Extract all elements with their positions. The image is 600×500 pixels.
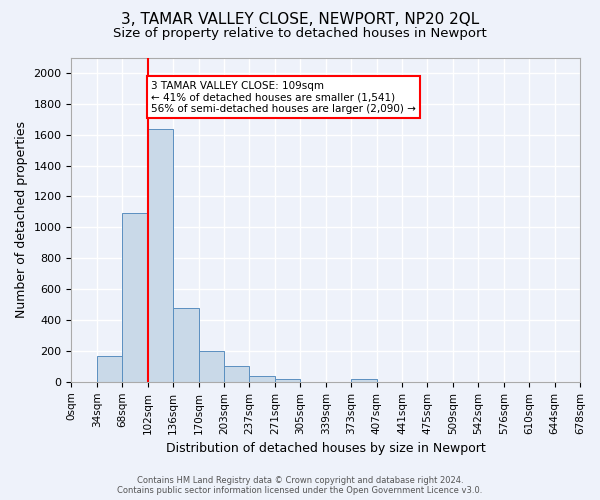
Y-axis label: Number of detached properties: Number of detached properties — [15, 121, 28, 318]
Text: Size of property relative to detached houses in Newport: Size of property relative to detached ho… — [113, 28, 487, 40]
Bar — [97, 356, 122, 382]
Bar — [148, 130, 173, 382]
Text: 3, TAMAR VALLEY CLOSE, NEWPORT, NP20 2QL: 3, TAMAR VALLEY CLOSE, NEWPORT, NP20 2QL — [121, 12, 479, 28]
Bar — [199, 351, 224, 382]
X-axis label: Distribution of detached houses by size in Newport: Distribution of detached houses by size … — [166, 442, 485, 455]
Bar — [173, 308, 199, 382]
Bar — [351, 379, 377, 382]
Text: Contains HM Land Registry data © Crown copyright and database right 2024.
Contai: Contains HM Land Registry data © Crown c… — [118, 476, 482, 495]
Bar — [122, 213, 148, 382]
Bar — [250, 376, 275, 382]
Text: 3 TAMAR VALLEY CLOSE: 109sqm
← 41% of detached houses are smaller (1,541)
56% of: 3 TAMAR VALLEY CLOSE: 109sqm ← 41% of de… — [151, 80, 416, 114]
Bar — [275, 379, 300, 382]
Bar — [224, 366, 250, 382]
